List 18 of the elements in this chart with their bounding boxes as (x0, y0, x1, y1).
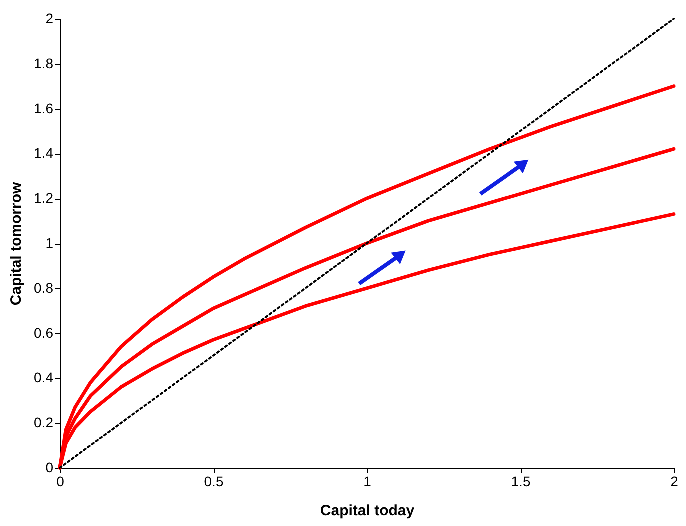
y-tick-label: 2 (46, 10, 54, 26)
y-tick-label: 1.6 (34, 100, 54, 116)
x-tick-label: 1.5 (511, 474, 531, 490)
y-tick-label: 0 (46, 460, 54, 476)
y-tick-label: 0.2 (34, 414, 54, 431)
y-tick-label: 1 (46, 235, 54, 251)
x-axis-title: Capital today (320, 502, 416, 520)
y-tick-label: 0.6 (34, 324, 54, 341)
x-tick-label: 1 (364, 474, 372, 490)
x-tick-label: 2 (670, 474, 679, 490)
y-tick-label: 0.4 (34, 370, 54, 386)
x-tick-label: 0 (56, 474, 65, 490)
y-tick-label: 1.2 (34, 190, 54, 206)
x-tick-label: 0.5 (204, 474, 224, 490)
y-tick-label: 1.8 (34, 55, 54, 72)
y-tick-label: 0.8 (34, 280, 54, 296)
y-axis-title: Capital tomorrow (8, 182, 26, 306)
y-tick-label: 1.4 (34, 145, 54, 162)
